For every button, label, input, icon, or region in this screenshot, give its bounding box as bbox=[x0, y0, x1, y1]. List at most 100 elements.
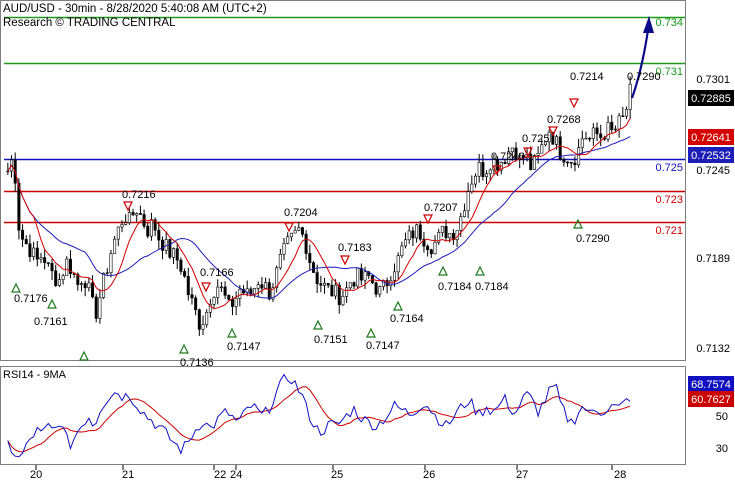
candle-body bbox=[297, 227, 301, 231]
candle-body bbox=[205, 312, 209, 325]
candle-body bbox=[65, 258, 69, 276]
candle-body bbox=[286, 236, 290, 244]
candle-body bbox=[418, 224, 422, 240]
candle-body bbox=[591, 127, 595, 140]
candle-body bbox=[50, 262, 54, 272]
annotation-label: 0.7290 bbox=[576, 233, 610, 245]
candle-body bbox=[496, 159, 500, 171]
rsi-tick-label: 50 bbox=[716, 411, 728, 423]
level-label-4: 0.723 bbox=[655, 194, 683, 206]
candle-body bbox=[79, 283, 83, 285]
candle-body bbox=[374, 282, 378, 295]
candle-body bbox=[569, 161, 573, 164]
rsi-value-text: 68.7574 bbox=[691, 379, 731, 391]
chart-title: AUD/USD - 30min - 8/28/2020 5:40:08 AM (… bbox=[3, 3, 267, 15]
candle-body bbox=[131, 212, 135, 216]
candle-body bbox=[551, 131, 555, 145]
annotation-label: 0.7147 bbox=[366, 340, 400, 352]
candle-body bbox=[521, 154, 525, 159]
candle-body bbox=[613, 128, 617, 131]
candle-body bbox=[54, 270, 58, 286]
candle-body bbox=[94, 296, 98, 319]
candle-body bbox=[282, 243, 286, 255]
candle-body bbox=[448, 232, 452, 239]
candle-body bbox=[510, 147, 514, 153]
annotation-label: 0.7166 bbox=[200, 267, 234, 279]
candle-body bbox=[308, 253, 312, 263]
rsi-ma-line bbox=[7, 386, 631, 453]
candle-body bbox=[326, 283, 330, 286]
candle-body bbox=[337, 284, 341, 306]
candle-body bbox=[223, 286, 227, 296]
resistance-marker bbox=[393, 300, 403, 311]
candle-body bbox=[175, 248, 179, 261]
candle-body bbox=[319, 283, 323, 286]
support-marker bbox=[47, 298, 57, 309]
ma-slow-tag: 0.72532 bbox=[688, 147, 734, 163]
annotation-label: 0.7207 bbox=[424, 202, 458, 214]
annotation-label: 0.7290 bbox=[627, 71, 661, 83]
candle-body bbox=[216, 286, 220, 298]
candle-body bbox=[179, 259, 183, 272]
candle-body bbox=[356, 267, 360, 287]
candle-body bbox=[168, 239, 172, 258]
candle-body bbox=[462, 210, 466, 217]
annotation-label: 0.7176 bbox=[14, 293, 48, 305]
candle-body bbox=[459, 216, 463, 231]
annotation-label: 0.7136 bbox=[180, 357, 214, 369]
x-tick-label: 25 bbox=[331, 469, 343, 480]
candle-body bbox=[437, 232, 441, 243]
candle-body bbox=[444, 226, 448, 239]
candle-body bbox=[153, 219, 157, 231]
candle-body bbox=[87, 282, 91, 289]
candle-body bbox=[507, 151, 511, 164]
candle-body bbox=[267, 282, 271, 300]
candle-body bbox=[201, 324, 205, 330]
current-price-tag: 0.72885 bbox=[688, 90, 734, 106]
ma-fast-tag: 0.72641 bbox=[688, 129, 734, 145]
x-tick-label: 27 bbox=[516, 469, 528, 480]
rsi-value-tag: 68.7574 bbox=[688, 376, 734, 392]
candle-body bbox=[400, 245, 404, 256]
price-y-axis: 0.7301 0.7245 0.7189 0.7132 bbox=[696, 74, 730, 355]
candle-body bbox=[91, 282, 95, 298]
candle-body bbox=[234, 297, 238, 307]
rsi-ma-tag: 60.7627 bbox=[688, 391, 734, 407]
x-tick-label: 20 bbox=[30, 469, 42, 480]
annotations: 0.7176 0.7161 0.7216 0.7136 0.7166 0.7147 0.72… bbox=[11, 71, 661, 369]
candles bbox=[6, 76, 632, 336]
rsi-panel bbox=[0, 366, 686, 465]
candle-body bbox=[57, 279, 61, 286]
candle-body bbox=[477, 162, 481, 177]
rsi-tick-label: 30 bbox=[716, 443, 728, 455]
x-axis: 20 21 22 24 25 26 27 28 bbox=[30, 465, 626, 480]
candle-body bbox=[588, 137, 592, 140]
candle-body bbox=[422, 238, 426, 247]
annotation-label: 0.7151 bbox=[314, 334, 348, 346]
candle-body bbox=[624, 109, 628, 117]
candle-body bbox=[230, 299, 234, 307]
x-tick-label: 28 bbox=[614, 469, 626, 480]
candle-body bbox=[238, 289, 242, 299]
resistance-marker bbox=[201, 282, 211, 293]
candle-body bbox=[378, 286, 382, 295]
resistance-marker bbox=[569, 98, 579, 109]
candle-body bbox=[599, 133, 603, 139]
candle-body bbox=[577, 147, 581, 166]
candle-body bbox=[105, 272, 109, 274]
candle-body bbox=[628, 83, 632, 110]
candle-body bbox=[334, 284, 338, 297]
candle-body bbox=[389, 280, 393, 287]
candle-body bbox=[135, 213, 139, 216]
candle-body bbox=[352, 282, 356, 287]
candle-body bbox=[595, 127, 599, 135]
candle-body bbox=[83, 283, 87, 289]
candle-body bbox=[120, 224, 124, 228]
chart-subtitle: Research © TRADING CENTRAL bbox=[3, 17, 176, 29]
candle-body bbox=[529, 153, 533, 170]
candle-body bbox=[157, 229, 161, 241]
candle-body bbox=[32, 247, 36, 258]
support-marker bbox=[573, 218, 583, 229]
candle-body bbox=[433, 241, 437, 255]
candle-body bbox=[580, 138, 584, 149]
